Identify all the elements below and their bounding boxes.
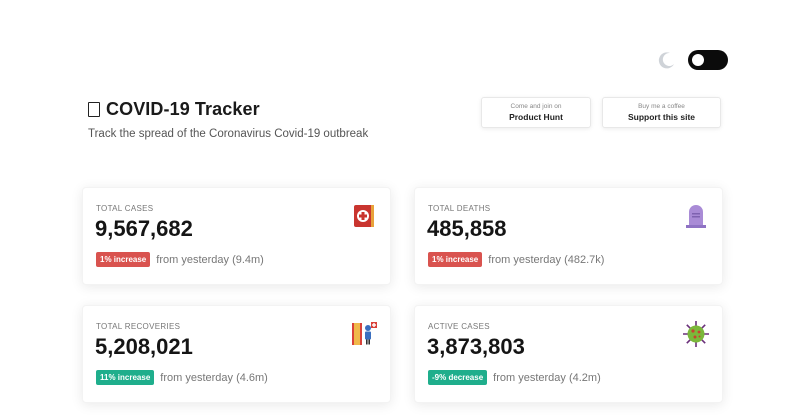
tombstone-icon <box>682 202 710 230</box>
theme-toggle[interactable] <box>656 49 728 71</box>
page-header: COVID-19 Tracker Track the spread of the… <box>88 99 488 140</box>
patient-exit-icon <box>350 320 378 348</box>
dark-mode-switch[interactable] <box>688 50 728 70</box>
change-note: from yesterday (9.4m) <box>156 253 264 266</box>
product-hunt-button[interactable]: Come and join on Product Hunt <box>481 97 591 128</box>
active-cases-card: ACTIVE CASES 3,873,803 -9% decrease from… <box>414 305 723 403</box>
change-badge: 11% increase <box>96 370 155 385</box>
title-row: COVID-19 Tracker <box>88 99 488 120</box>
placeholder-icon <box>88 102 100 117</box>
switch-knob <box>692 54 704 66</box>
support-button[interactable]: Buy me a coffee Support this site <box>602 97 721 128</box>
card-change: 1% increase from yesterday (9.4m) <box>96 252 264 267</box>
change-note: from yesterday (4.2m) <box>493 371 601 384</box>
virus-icon <box>682 320 710 348</box>
card-change: -9% decrease from yesterday (4.2m) <box>428 370 601 385</box>
change-badge: 1% increase <box>96 252 151 267</box>
total-deaths-card: TOTAL DEATHS 485,858 1% increase from ye… <box>414 187 723 285</box>
change-badge: -9% decrease <box>428 370 488 385</box>
support-caption: Buy me a coffee <box>638 103 685 110</box>
product-hunt-label: Product Hunt <box>509 112 563 122</box>
card-label: ACTIVE CASES <box>428 322 490 331</box>
card-label: TOTAL DEATHS <box>428 204 491 213</box>
card-label: TOTAL CASES <box>96 204 154 213</box>
first-aid-icon <box>350 202 378 230</box>
change-note: from yesterday (482.7k) <box>488 253 605 266</box>
change-badge: 1% increase <box>428 252 483 267</box>
product-hunt-caption: Come and join on <box>510 103 562 110</box>
change-note: from yesterday (4.6m) <box>160 371 268 384</box>
card-value: 3,873,803 <box>427 334 525 359</box>
card-value: 9,567,682 <box>95 216 193 241</box>
total-recoveries-card: TOTAL RECOVERIES 5,208,021 11% increase … <box>82 305 391 403</box>
moon-icon <box>656 49 678 71</box>
card-value: 485,858 <box>427 216 507 241</box>
card-change: 1% increase from yesterday (482.7k) <box>428 252 604 267</box>
card-value: 5,208,021 <box>95 334 193 359</box>
support-label: Support this site <box>627 112 696 122</box>
total-cases-card: TOTAL CASES 9,567,682 1% increase from y… <box>82 187 391 285</box>
card-label: TOTAL RECOVERIES <box>96 322 181 331</box>
card-change: 11% increase from yesterday (4.6m) <box>96 370 268 385</box>
page-title: COVID-19 Tracker <box>106 99 260 119</box>
page-subtitle: Track the spread of the Coronavirus Covi… <box>88 128 369 140</box>
